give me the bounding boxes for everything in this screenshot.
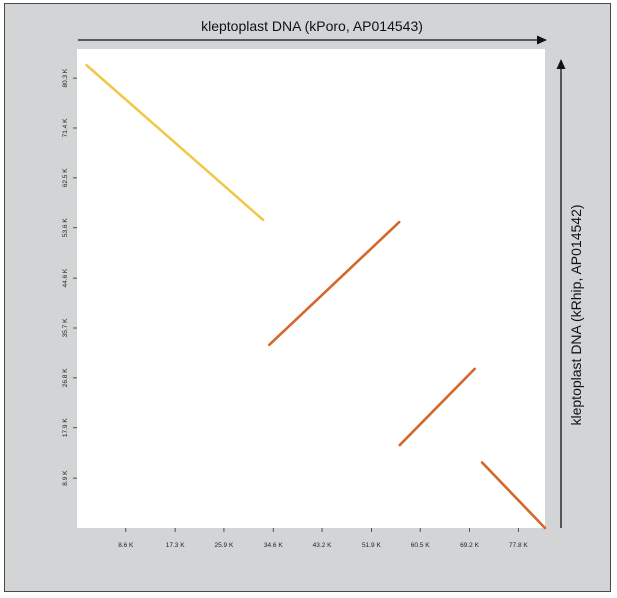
y-tick-label: 8.9 K [62,470,69,486]
plot-area [77,49,545,528]
x-tick-label: 17.3 K [166,542,185,549]
x-tick-label: 77.8 K [509,542,528,549]
alignment-segment-forward [398,367,476,447]
x-tick-label: 25.9 K [215,542,234,549]
x-axis-title: kleptoplast DNA (kPoro, AP014543) [201,18,423,34]
x-tick-label: 34.6 K [264,542,283,549]
x-tick-label: 8.6 K [118,542,134,549]
y-tick-label: 80.3 K [62,68,69,87]
alignment-segment-inverted [480,461,547,530]
x-tick-label: 69.2 K [460,542,479,549]
alignment-segments [85,63,547,530]
x-axis-arrowhead [537,35,547,45]
y-tick-label: 62.5 K [62,168,69,187]
x-tick-label: 43.2 K [313,542,332,549]
x-tick-label: 51.9 K [362,542,381,549]
alignment-segment-forward [268,220,401,347]
dot-plot-chart: kleptoplast DNA (kPoro, AP014543) klepto… [62,18,584,549]
y-axis-arrowhead [556,59,566,69]
figure-frame: kleptoplast DNA (kPoro, AP014543) klepto… [4,3,611,592]
x-ticks: 8.6 K 17.3 K 25.9 K 34.6 K 43.2 K 51.9 K 60.5 … [118,528,528,549]
y-tick-label: 53.6 K [62,218,69,237]
y-axis-title: kleptoplast DNA (kRhip, AP014542) [568,204,584,425]
y-tick-label: 71.4 K [62,118,69,137]
y-tick-label: 17.9 K [62,418,69,437]
alignment-segment-inverted [85,63,265,222]
y-tick-label: 44.6 K [62,268,69,287]
x-tick-label: 60.5 K [411,542,430,549]
y-tick-label: 26.8 K [62,368,69,387]
y-ticks: 8.9 K 17.9 K 26.8 K 35.7 K 44.6 K 53.6 K 62.5 … [62,68,77,486]
y-tick-label: 35.7 K [62,318,69,337]
